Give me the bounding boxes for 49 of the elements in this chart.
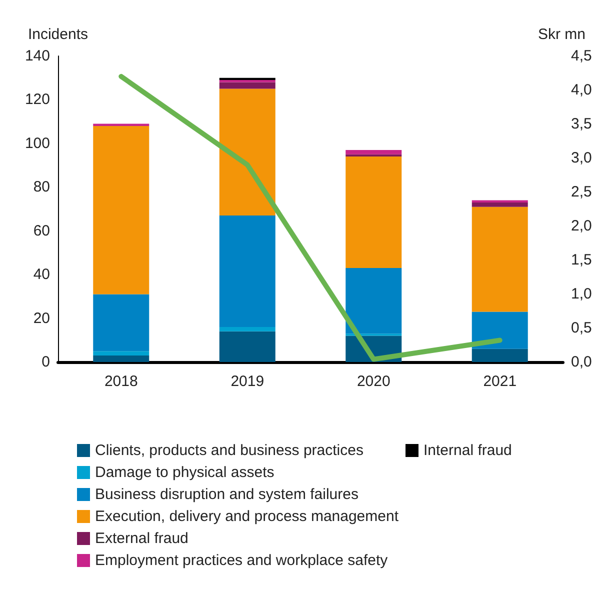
x-tick-label: 2020 — [356, 373, 390, 390]
legend-label: Clients, products and business practices — [95, 442, 364, 459]
y-tick-label: 60 — [33, 222, 50, 240]
bar — [472, 312, 528, 349]
y2-tick-label: 0,5 — [571, 320, 592, 336]
legend-label: Execution, delivery and process management — [95, 508, 400, 525]
x-tick-label: 2021 — [483, 373, 517, 390]
bar — [219, 88, 276, 216]
bar — [346, 150, 402, 154]
y2-tick-label: 2,5 — [571, 184, 592, 200]
y2-tick-label: 0,0 — [571, 354, 592, 370]
bar — [472, 206, 528, 312]
y2-tick-label: 4,5 — [571, 48, 592, 64]
bar — [93, 351, 150, 356]
bar — [346, 268, 402, 334]
legend-label: Damage to physical assets — [95, 464, 274, 481]
y-tick-label: 140 — [24, 48, 50, 64]
bar — [219, 216, 276, 328]
y2-tick-label: 4,0 — [571, 82, 592, 98]
bar — [219, 331, 276, 362]
y-tick-label: 20 — [33, 310, 50, 327]
bar — [93, 294, 150, 352]
y-tick-label: 80 — [33, 178, 50, 196]
y-tick-label: 0 — [42, 354, 50, 370]
y2-tick-label: 3,5 — [571, 116, 592, 132]
x-tick-label: 2019 — [230, 373, 264, 390]
bar — [219, 78, 276, 80]
y2-axis-title: Skr mn — [538, 26, 586, 43]
y2-tick-label: 1,0 — [571, 286, 592, 302]
legend-label: Internal fraud — [424, 442, 512, 459]
bar — [93, 126, 150, 294]
y-axis-title: Incidents — [28, 26, 88, 43]
x-tick-label: 2018 — [104, 373, 138, 390]
y-tick-label: 100 — [24, 134, 50, 152]
legend-label: Business disruption and system failures — [95, 486, 358, 503]
y-tick-label: 40 — [33, 266, 50, 284]
legend-label: Employment practices and workplace safety — [95, 552, 388, 569]
bar — [93, 355, 150, 362]
y2-tick-label: 2,0 — [571, 218, 592, 234]
y2-tick-label: 3,0 — [571, 150, 592, 166]
bar — [346, 154, 402, 157]
y-tick-label: 120 — [24, 91, 50, 108]
legend-label: External fraud — [95, 530, 188, 547]
bar — [219, 82, 276, 89]
bar — [472, 202, 528, 207]
bar — [346, 156, 402, 268]
bar — [219, 327, 276, 332]
y2-tick-label: 1,5 — [571, 252, 592, 268]
bar — [472, 348, 528, 362]
